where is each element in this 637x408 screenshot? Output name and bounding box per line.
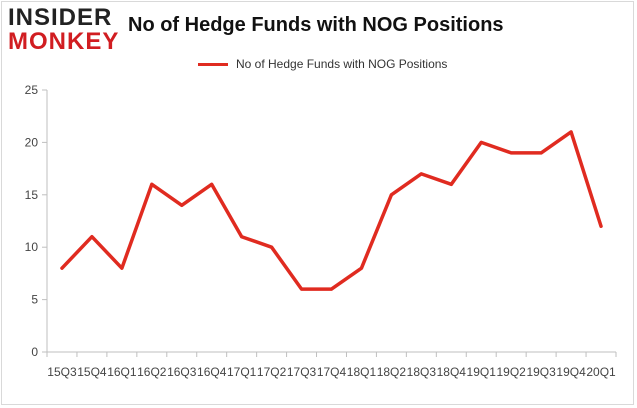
- x-tick-label: 15Q3: [47, 365, 77, 379]
- data-point: [539, 151, 543, 155]
- data-point: [449, 182, 453, 186]
- x-tick-label: 15Q4: [77, 365, 107, 379]
- x-tick-label: 17Q1: [227, 365, 257, 379]
- x-tick-label: 19Q4: [556, 365, 586, 379]
- logo-line-insider: INSIDER: [8, 4, 113, 31]
- data-point: [60, 266, 64, 270]
- x-tick-label: 16Q3: [167, 365, 197, 379]
- x-tick-label: 18Q2: [377, 365, 407, 379]
- data-point: [359, 266, 363, 270]
- x-tick-label: 18Q3: [407, 365, 437, 379]
- y-tick-label: 0: [31, 345, 38, 359]
- data-point: [240, 235, 244, 239]
- insider-monkey-logo: INSIDER MONKEY: [8, 6, 120, 56]
- data-point: [479, 140, 483, 144]
- x-tick-label: 19Q2: [497, 365, 527, 379]
- x-tick-label: 17Q3: [287, 365, 317, 379]
- data-point: [120, 266, 124, 270]
- x-tick-label: 17Q2: [257, 365, 287, 379]
- legend-swatch: [198, 62, 228, 66]
- x-tick-label: 16Q2: [137, 365, 167, 379]
- logo-line-monkey: MONKEY: [8, 28, 120, 55]
- x-tick-label: 19Q3: [526, 365, 556, 379]
- data-point: [90, 235, 94, 239]
- data-point: [330, 287, 333, 291]
- data-point: [419, 172, 423, 176]
- x-tick-label: 19Q1: [467, 365, 497, 379]
- x-tick-label: 17Q4: [317, 365, 347, 379]
- x-tick-label: 16Q4: [197, 365, 227, 379]
- y-tick-label: 15: [25, 188, 39, 202]
- y-tick-label: 20: [25, 135, 39, 149]
- x-tick-label: 16Q1: [107, 365, 137, 379]
- chart-legend: No of Hedge Funds with NOG Positions: [198, 56, 447, 72]
- x-tick-label: 20Q1: [586, 365, 616, 379]
- data-point: [180, 203, 184, 207]
- y-tick-label: 5: [31, 293, 38, 307]
- data-point: [569, 130, 573, 134]
- data-point: [389, 193, 393, 197]
- data-point: [210, 182, 214, 186]
- series-line: [60, 130, 603, 291]
- x-tick-label: 18Q4: [437, 365, 467, 379]
- data-point: [509, 151, 513, 155]
- data-point: [300, 287, 304, 291]
- y-tick-label: 25: [25, 83, 39, 97]
- data-point: [599, 224, 603, 228]
- data-point: [270, 245, 274, 249]
- x-tick-label: 18Q1: [347, 365, 377, 379]
- data-point: [150, 182, 154, 186]
- legend-label: No of Hedge Funds with NOG Positions: [236, 57, 448, 71]
- y-tick-label: 10: [25, 240, 39, 254]
- chart-title: No of Hedge Funds with NOG Positions: [128, 14, 504, 36]
